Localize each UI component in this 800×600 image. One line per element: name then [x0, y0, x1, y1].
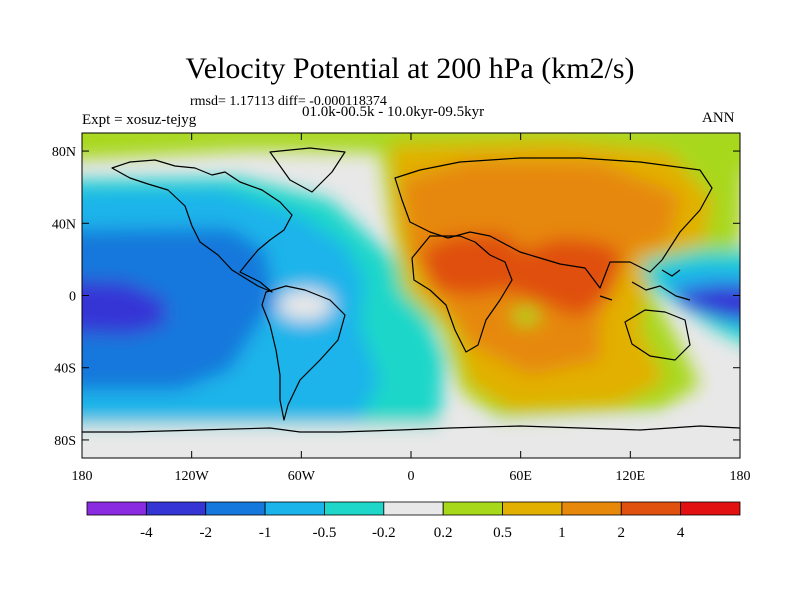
x-tick-label: 180 [730, 469, 751, 484]
x-axis: 180 120W 60W 0 60E 120E 180 [72, 133, 751, 484]
colorbar-box [442, 501, 503, 516]
colorbar-box [264, 501, 325, 516]
coastline-north-america [111, 159, 293, 293]
colorbar-box [502, 501, 563, 516]
y-tick-label: 40S [54, 362, 76, 377]
y-tick-label: 80S [54, 434, 76, 449]
colorbar-box [205, 501, 266, 516]
coastline-africa [411, 235, 513, 353]
y-axis: 80N 40N 0 40S 80S [52, 145, 740, 449]
x-tick-label: 60E [509, 469, 532, 484]
plot-title: Velocity Potential at 200 hPa (km2/s) [185, 52, 635, 85]
coastline-antarctica [82, 425, 740, 433]
x-tick-label: 120W [175, 469, 210, 484]
coastline-australia [624, 309, 691, 361]
season-label: ANN [702, 110, 735, 126]
coastline-maritime-continent [599, 269, 691, 301]
colorbar-label: -2 [199, 525, 212, 541]
colorbar-box [561, 501, 622, 516]
coastline-south-america [261, 285, 346, 421]
y-tick-label: 0 [69, 290, 76, 305]
contour-local-minimum [512, 307, 540, 325]
colorbar-box [680, 501, 741, 516]
period-label: 01.0k-00.5k - 10.0kyr-09.5kyr [302, 104, 485, 120]
colorbar-label: -0.2 [372, 525, 396, 541]
x-tick-label: 180 [72, 469, 93, 484]
contour-deep-negative [82, 280, 165, 335]
coastline-eurasia [394, 157, 713, 289]
stats-text: rmsd= 1.17113 diff= -0.000118374 [190, 94, 387, 109]
colorbar: -4 -2 -1 -0.5 -0.2 0.2 0.5 1 2 4 [86, 501, 741, 541]
x-tick-label: 60W [288, 469, 316, 484]
contour-neutral-patch [277, 289, 333, 321]
coastline-greenland [269, 147, 346, 193]
coastlines [82, 147, 740, 433]
contour-negative [82, 228, 275, 390]
colorbar-label: -1 [259, 525, 272, 541]
contour-wpac-deep-negative [670, 284, 740, 320]
colorbar-label: 1 [558, 525, 566, 541]
x-tick-label: 120E [616, 469, 646, 484]
colorbar-label: 0.2 [434, 525, 453, 541]
colorbar-label: -0.5 [313, 525, 337, 541]
experiment-label: Expt = xosuz-tejyg [82, 112, 197, 128]
colorbar-box [145, 501, 207, 516]
colorbar-label: 2 [618, 525, 626, 541]
colorbar-label: 4 [677, 525, 685, 541]
y-tick-label: 80N [52, 145, 76, 160]
colorbar-box [620, 501, 682, 516]
contour-field [82, 133, 740, 458]
colorbar-label: -4 [140, 525, 153, 541]
contour-neutral-south [82, 425, 740, 458]
colorbar-box [383, 501, 444, 516]
colorbar-label: 0.5 [493, 525, 512, 541]
colorbar-box [324, 501, 385, 516]
y-tick-label: 40N [52, 217, 76, 232]
x-tick-label: 0 [408, 469, 415, 484]
colorbar-box [86, 501, 147, 516]
contour-stronger-positive [420, 232, 625, 318]
